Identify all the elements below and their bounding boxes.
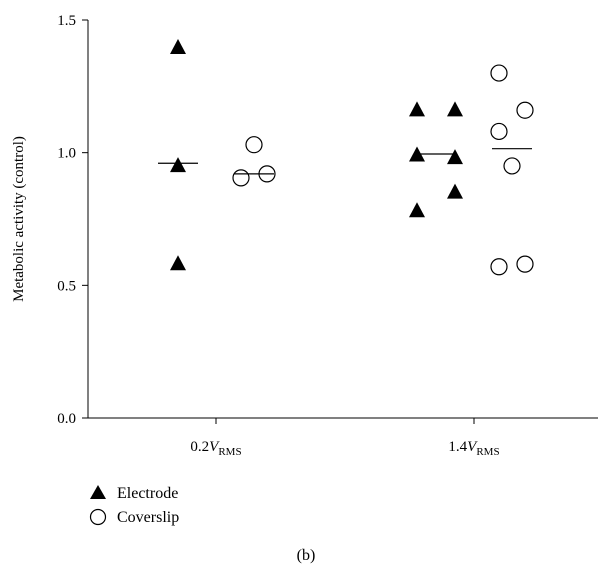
coverslip-point-g1-0 (490, 64, 508, 82)
legend: Electrode Coverslip (89, 485, 179, 526)
x-tick-label-1: 1.4VRMS (448, 439, 499, 458)
panel-label: (b) (297, 547, 316, 564)
coverslip-point-g1-4 (490, 258, 508, 276)
data-marks (158, 39, 534, 276)
y-ticks: 0.0 0.5 1.0 1.5 (57, 13, 88, 427)
electrode-point-g1-3 (447, 149, 463, 165)
y-tick-label-3: 1.5 (57, 13, 76, 29)
coverslip-point-g1-1 (490, 122, 508, 141)
electrode-point-g0-2 (170, 255, 186, 271)
electrode-point-g0-0 (170, 39, 186, 55)
coverslip-point-g1-2 (516, 101, 534, 119)
x-ticks: 0.2VRMS 1.4VRMS (190, 418, 500, 458)
legend-electrode-label: Electrode (117, 485, 178, 502)
legend-coverslip-label: Coverslip (117, 509, 179, 526)
coverslip-point-g0-1 (232, 169, 250, 187)
electrode-point-g0-1 (170, 157, 186, 173)
electrode-point-g1-0 (409, 101, 425, 117)
x-tick-label-0: 0.2VRMS (190, 439, 241, 458)
y-tick-label-1: 0.5 (57, 278, 76, 294)
y-axis-label: Metabolic activity (control) (11, 136, 27, 302)
electrode-point-g1-4 (447, 183, 463, 199)
electrode-point-g1-5 (409, 202, 425, 218)
coverslip-point-g1-3 (503, 157, 521, 175)
axes: 0.0 0.5 1.0 1.5 0.2VRMS 1.4VRMS Metabolic ac… (11, 13, 598, 458)
coverslip-point-g0-0 (245, 136, 263, 154)
y-tick-label-0: 0.0 (57, 411, 76, 427)
electrode-point-g1-1 (447, 101, 463, 117)
legend-electrode-triangle-icon (90, 485, 106, 499)
coverslip-point-g1-5 (516, 255, 534, 273)
legend-coverslip-circle-icon (89, 508, 107, 526)
y-tick-label-2: 1.0 (57, 146, 76, 162)
